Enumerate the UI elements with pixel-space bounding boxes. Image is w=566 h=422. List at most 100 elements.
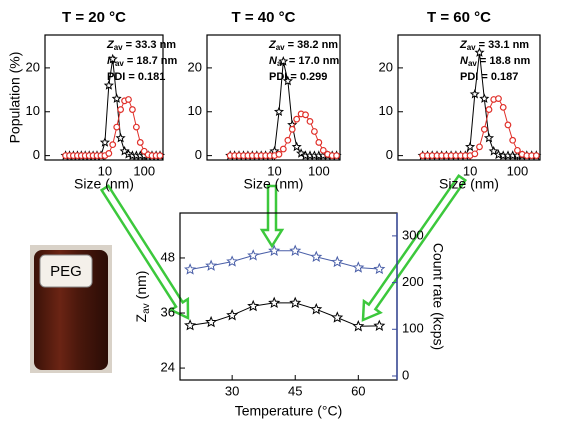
annotation-symbol: Z [459,39,468,51]
point [483,132,495,143]
arrow [259,184,285,249]
y-tick-label: 48 [161,249,175,264]
y-tick-label: 10 [379,103,393,118]
x-tick-label: 100 [133,163,155,178]
annotation-symbol: PDI [460,71,478,83]
chart: T = 40 °C 10 100 0 10 20 Size (nm) Zav = 38.2 nm… [188,9,342,192]
annotation-symbol: Z [106,39,115,51]
point [205,259,218,271]
point [509,136,517,144]
x-tick-label: 60 [351,383,365,398]
x-axis-label: Size (nm) [244,176,304,192]
point [331,311,344,323]
annotation-value: = 0.181 [128,71,165,83]
annotation: Nav= 18.7 nm [107,55,178,68]
point [499,103,507,111]
point [156,152,164,160]
annotation-symbol: PDI [269,71,287,83]
point [103,80,114,90]
point [125,96,132,103]
annotation-value: = 18.7 nm [127,55,178,67]
y-tick-label: 20 [26,59,40,74]
plot-frame [397,34,541,161]
point [310,303,323,315]
point [278,55,289,66]
y2-tick-label: 100 [402,321,424,336]
annotation-symbol: Z [268,39,277,51]
annotation-symbol: N [269,55,278,67]
point [514,146,521,154]
point [107,53,118,64]
annotation-value: = 38.2 nm [288,39,339,51]
point [293,115,301,123]
photo-label: PEG [50,263,82,280]
point [99,137,110,147]
point [279,145,287,153]
x-tick-label: 10 [463,163,477,178]
annotation: PDI = 0.187 [460,71,518,83]
annotation-symbol: N [460,55,469,67]
annotation-value: = 18.8 nm [480,55,531,67]
point [488,145,499,156]
chart: 30 45 60 24 36 48 0 100 200 300 Temperature (°C) Za… [133,212,446,419]
point [315,139,323,146]
y-tick-label: 0 [195,147,202,162]
x-axis-label: Size (nm) [439,176,499,192]
point [113,123,121,131]
point [273,106,285,117]
point [495,95,502,102]
point [105,150,113,157]
chart-title: T = 20 °C [62,9,126,26]
arrow [361,173,468,322]
annotation-value: = 33.1 nm [479,39,530,51]
y-tick-label: 10 [26,103,40,118]
annotation-value: = 0.299 [290,71,327,83]
annotation-sub: av [468,59,477,68]
annotation-sub: av [276,43,285,52]
y-tick-label: 36 [161,304,175,319]
point [373,319,386,331]
y-label-unit: (nm) [133,271,149,300]
point [184,319,197,331]
x-tick-label: 10 [267,163,281,178]
point [352,261,365,273]
point [485,106,493,113]
y-label-sub: av [141,303,152,314]
annotation-symbol: PDI [107,71,125,83]
point [205,315,218,328]
annotation-value: = 17.0 nm [289,55,340,67]
chart-title: T = 40 °C [232,9,296,26]
point [184,263,197,275]
plot-frame [44,34,164,161]
point [136,139,144,146]
point [306,118,314,125]
y-tick-label: 0 [33,147,40,162]
y-tick-label: 0 [386,147,393,162]
series-line [422,52,537,157]
y-tick-label: 20 [379,59,393,74]
annotation-sub: av [467,43,476,52]
annotation: Zav = 33.1 nm [459,39,529,52]
point [319,146,327,154]
y-axis-label: Zav (nm) [133,271,152,323]
annotation: PDI = 0.299 [269,71,327,83]
annotation: Nav= 17.0 nm [269,55,340,68]
y-tick-label: 20 [188,59,202,74]
annotation-value: = 0.187 [481,71,518,83]
series-line [190,250,380,270]
annotation: Zav = 33.3 nm [106,39,176,52]
annotation-sub: av [114,43,123,52]
point [275,150,283,158]
annotation-sub: av [115,59,124,68]
y-axis-label: Population (%) [7,52,23,144]
point [352,319,365,332]
chart: T = 20 °C 10 100 0 10 20 Size (nm) Population (… [7,9,178,192]
point [132,123,140,131]
point [479,93,490,103]
series-line [190,302,380,327]
point [373,262,386,275]
point [469,88,480,99]
y-tick-label: 24 [161,360,175,375]
point [282,75,293,86]
